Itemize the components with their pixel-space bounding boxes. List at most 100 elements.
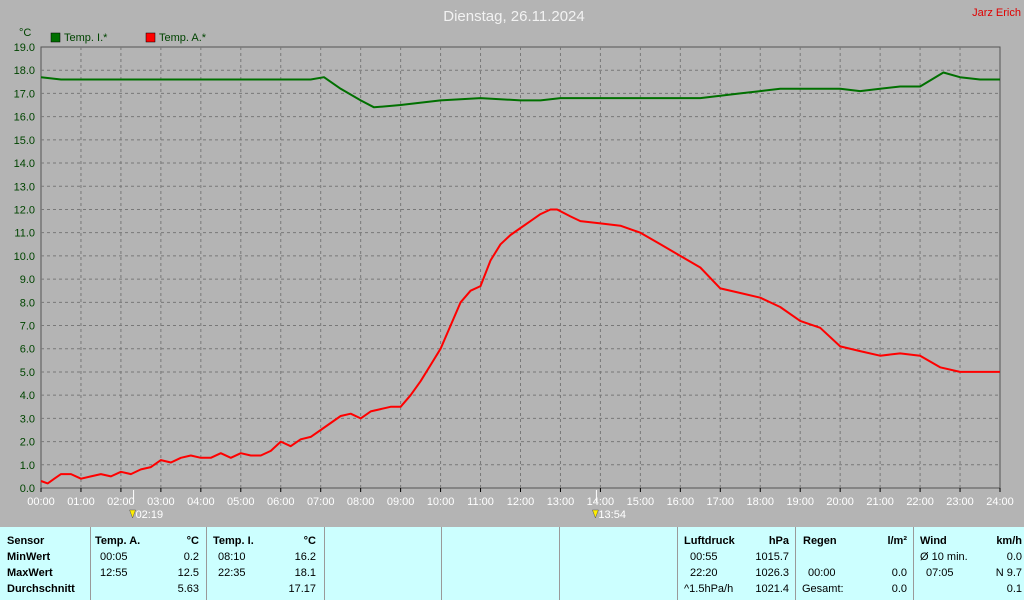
annotations: 02:19 13:54: [129, 490, 626, 521]
legend: Temp. I.* Temp. A.*: [50, 32, 207, 44]
rain-column: Regen l/m² 00:00 0.0 Gesamt: 0.0: [796, 527, 914, 600]
y-tick-label: 4.0: [20, 390, 35, 402]
wind-header: Wind: [920, 535, 947, 547]
x-tick-label: 03:00: [147, 496, 175, 508]
temp-a-max-value: 12.5: [177, 567, 199, 579]
max-marker: 13:54: [592, 490, 626, 521]
series-lines: [40, 71, 1000, 485]
y-tick-label: 12.0: [14, 204, 35, 216]
statistics-panel: Sensor MinWert MaxWert Durchschnitt Temp…: [0, 527, 1024, 600]
y-tick-label: 6.0: [20, 344, 35, 356]
row-label-avg: Durchschnitt: [7, 583, 75, 595]
temp-a-header: Temp. A.: [95, 535, 141, 547]
temp-i-header: Temp. I.: [213, 535, 254, 547]
rain-total-value: 0.0: [891, 583, 907, 595]
wind-unit: km/h: [996, 535, 1022, 547]
temp-i-unit: °C: [303, 535, 316, 547]
x-tick-label: 13:00: [547, 496, 575, 508]
x-tick-label: 06:00: [267, 496, 295, 508]
temp-a-unit: °C: [186, 535, 199, 547]
y-tick-label: 0.0: [20, 483, 35, 495]
legend-swatch-temp-i: [50, 32, 61, 43]
x-tick-label: 02:00: [107, 496, 135, 508]
y-tick-label: 15.0: [14, 135, 35, 147]
wind-column: Wind km/h Ø 10 min. 0.0 07:05 N 9.7 0.1: [914, 527, 1024, 600]
x-tick-label: 11:00: [467, 496, 494, 508]
legend-label-temp-a: Temp. A.*: [159, 32, 207, 44]
pressure-trend-label: ^1.5hPa/h: [684, 583, 734, 595]
x-tick-label: 07:00: [307, 496, 335, 508]
sensor-header: Sensor: [7, 535, 45, 547]
y-tick-label: 19.0: [14, 42, 35, 54]
y-tick-label: 2.0: [20, 437, 35, 449]
x-tick-label: 14:00: [587, 496, 615, 508]
temp-a-max-time: 12:55: [100, 567, 128, 579]
legend-label-temp-i: Temp. I.*: [64, 32, 108, 44]
y-tick-label: 3.0: [20, 413, 35, 425]
y-axis-unit-label: °C: [19, 27, 31, 39]
wind-max-value: N 9.7: [995, 567, 1022, 579]
sensor-column: Sensor MinWert MaxWert Durchschnitt: [0, 527, 91, 600]
x-tick-label: 01:00: [67, 496, 95, 508]
empty-column-2: [442, 527, 560, 600]
owner-label: Jarz Erich: [972, 7, 1021, 19]
chart-title: Dienstag, 26.11.2024: [443, 8, 585, 25]
y-tick-label: 8.0: [20, 297, 35, 309]
x-tick-label: 20:00: [826, 496, 854, 508]
y-tick-label: 9.0: [20, 274, 35, 286]
x-axis-ticks: 00:00 01:00 02:00 03:00 04:00 05:00 06:00 07:00…: [27, 488, 1014, 508]
annotation-label: 02:19: [136, 509, 164, 521]
empty-column-3: [560, 527, 678, 600]
temp-i-max-value: 18.1: [294, 567, 316, 579]
rain-time: 00:00: [808, 567, 836, 579]
legend-swatch-temp-a: [145, 32, 156, 43]
x-tick-label: 00:00: [27, 496, 55, 508]
x-tick-label: 09:00: [387, 496, 415, 508]
y-tick-label: 7.0: [20, 321, 35, 333]
y-tick-label: 5.0: [20, 367, 35, 379]
x-tick-label: 12:00: [507, 496, 535, 508]
x-tick-label: 19:00: [786, 496, 814, 508]
x-tick-label: 22:00: [906, 496, 934, 508]
temp-i-min-time: 08:10: [218, 551, 246, 563]
temp-i-min-value: 16.2: [294, 551, 316, 563]
temperature-chart: Dienstag, 26.11.2024 Jarz Erich °C Temp.…: [14, 7, 1021, 521]
rain-unit: l/m²: [887, 535, 907, 547]
temp-a-average: 5.63: [177, 583, 199, 595]
series-line-temp-i: [40, 71, 1000, 109]
empty-column-1: [325, 527, 442, 600]
x-tick-label: 10:00: [427, 496, 455, 508]
lightning-icon: [129, 509, 136, 519]
rain-value: 0.0: [891, 567, 907, 579]
y-tick-label: 1.0: [20, 460, 35, 472]
x-tick-label: 21:00: [866, 496, 894, 508]
y-axis-ticks: 0.0 1.0 2.0 3.0 4.0 5.0 6.0 7.0 8.0 9.0 10.0 11.0 12…: [14, 42, 35, 495]
x-tick-label: 15:00: [627, 496, 655, 508]
rain-header: Regen: [803, 535, 837, 547]
annotation-label: 13:54: [598, 509, 626, 521]
y-tick-label: 10.0: [14, 251, 35, 263]
temp-a-min-value: 0.2: [183, 551, 199, 563]
y-tick-label: 17.0: [14, 88, 35, 100]
grid: [41, 47, 1000, 488]
y-tick-label: 11.0: [14, 228, 35, 240]
row-label-min: MinWert: [7, 551, 51, 563]
temp-a-column: Temp. A. °C 00:05 0.2 12:55 12.5 5.63: [91, 527, 207, 600]
pressure-trend-value: 1021.4: [755, 583, 789, 595]
x-tick-label: 16:00: [667, 496, 695, 508]
wind-avg-label: Ø 10 min.: [920, 551, 968, 563]
y-tick-label: 14.0: [14, 158, 35, 170]
pressure-max-time: 22:20: [690, 567, 718, 579]
lightning-icon: [592, 509, 599, 519]
x-tick-label: 17:00: [707, 496, 735, 508]
min-marker: 02:19: [129, 490, 164, 521]
x-tick-label: 24:00: [986, 496, 1014, 508]
wind-max-time: 07:05: [926, 567, 954, 579]
x-tick-label: 04:00: [187, 496, 215, 508]
pressure-unit: hPa: [768, 535, 789, 547]
y-tick-label: 18.0: [14, 65, 35, 77]
temp-i-average: 17.17: [288, 583, 316, 595]
pressure-min-time: 00:55: [690, 551, 718, 563]
temp-i-column: Temp. I. °C 08:10 16.2 22:35 18.1 17.17: [207, 527, 325, 600]
x-tick-label: 23:00: [946, 496, 974, 508]
